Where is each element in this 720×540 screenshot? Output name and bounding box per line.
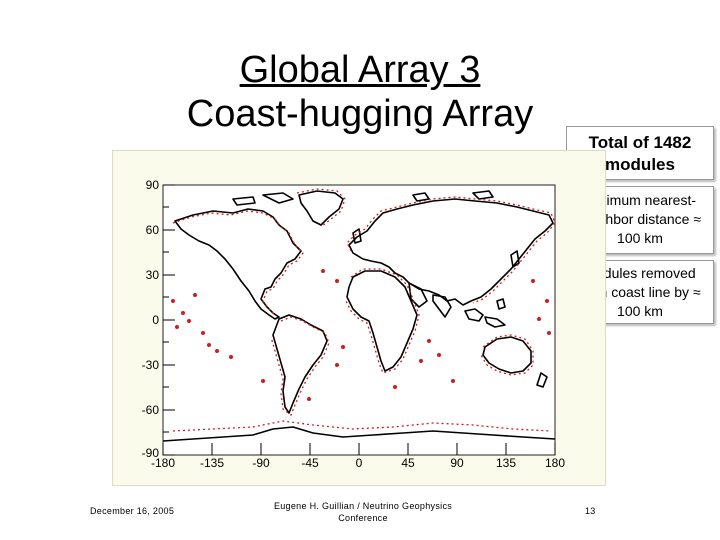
island-module: [427, 339, 431, 343]
modules-greenland: [296, 188, 346, 228]
world-map-figure: 90 60 30 0 -30 -60 -90 -180 -135 -90 -45…: [112, 150, 606, 486]
uk-japan-coast: [352, 228, 520, 268]
footer-author: Eugene H. Guillian / Neutrino Geophysics…: [273, 501, 453, 523]
x-tick-label: -180: [151, 456, 175, 470]
x-tick-label: 45: [401, 456, 415, 470]
island-module: [335, 363, 339, 367]
island-module: [451, 379, 455, 383]
island-module: [215, 349, 219, 353]
island-module: [545, 299, 549, 303]
island-module: [321, 269, 325, 273]
nearest-neighbor-text: Minimum nearest-neighbor distance ≈ 100 …: [578, 192, 702, 246]
island-module: [171, 299, 175, 303]
island-module: [537, 317, 541, 321]
x-tick-label: -90: [252, 456, 270, 470]
island-module: [341, 345, 345, 349]
modules-australia: [480, 334, 534, 376]
y-axis: 90 60 30 0 -30 -60 -90: [142, 178, 175, 460]
x-tick-label: 135: [496, 456, 516, 470]
y-tick-label: 30: [146, 268, 160, 282]
island-module: [393, 385, 397, 389]
y-tick-label: 90: [146, 178, 160, 192]
arctic-islands-coast: [232, 190, 494, 206]
modules-antarctica: [172, 420, 552, 432]
modules-africa: [344, 268, 420, 374]
new-zealand-coast: [536, 372, 548, 388]
map-plot-area: [162, 184, 556, 456]
coastlines: [162, 190, 556, 442]
africa-coast: [346, 270, 418, 372]
island-module: [307, 397, 311, 401]
x-tick-label: 90: [450, 456, 464, 470]
south-america-coast: [272, 314, 328, 414]
y-tick-label: -60: [142, 403, 160, 417]
island-module: [229, 355, 233, 359]
y-tick-label: -90: [142, 446, 160, 460]
southeast-asia-islands: [464, 298, 506, 328]
x-axis: -180 -135 -90 -45 0 45 90 135 180: [151, 443, 565, 470]
island-modules: [171, 269, 551, 401]
module-markers: [172, 188, 556, 432]
island-module: [547, 331, 551, 335]
antarctica-coast: [162, 426, 556, 442]
y-tick-label: 0: [152, 313, 159, 327]
island-module: [261, 379, 265, 383]
island-module: [531, 279, 535, 283]
island-module: [181, 311, 185, 315]
australia-coast: [482, 336, 532, 374]
island-module: [335, 279, 339, 283]
world-map-svg: 90 60 30 0 -30 -60 -90 -180 -135 -90 -45…: [142, 178, 566, 470]
x-tick-label: 180: [545, 456, 565, 470]
footer-date: December 16, 2005: [90, 506, 175, 516]
x-tick-label: -135: [200, 456, 224, 470]
island-module: [193, 293, 197, 297]
island-module: [437, 353, 441, 357]
title-line-2: Coast-hugging Array: [186, 93, 534, 135]
x-tick-label: 0: [356, 456, 363, 470]
y-tick-label: 60: [146, 223, 160, 237]
total-modules-text: Total of 1482 modules: [588, 133, 692, 174]
y-tick-label: -30: [142, 358, 160, 372]
island-module: [175, 325, 179, 329]
island-module: [419, 359, 423, 363]
coast-offset-text: Modules removed from coast line by ≈ 100…: [579, 265, 701, 319]
greenland-coast: [298, 190, 344, 226]
title-line-1: Global Array 3: [239, 49, 481, 91]
north-america-coast: [174, 208, 302, 320]
island-module: [187, 319, 191, 323]
x-tick-label: -45: [301, 456, 319, 470]
island-module: [201, 331, 205, 335]
island-module: [207, 343, 211, 347]
slide-title: Global Array 3 Coast-hugging Array: [150, 48, 570, 136]
arabia-india-coast: [408, 282, 452, 318]
footer-page-number: 13: [585, 506, 596, 516]
